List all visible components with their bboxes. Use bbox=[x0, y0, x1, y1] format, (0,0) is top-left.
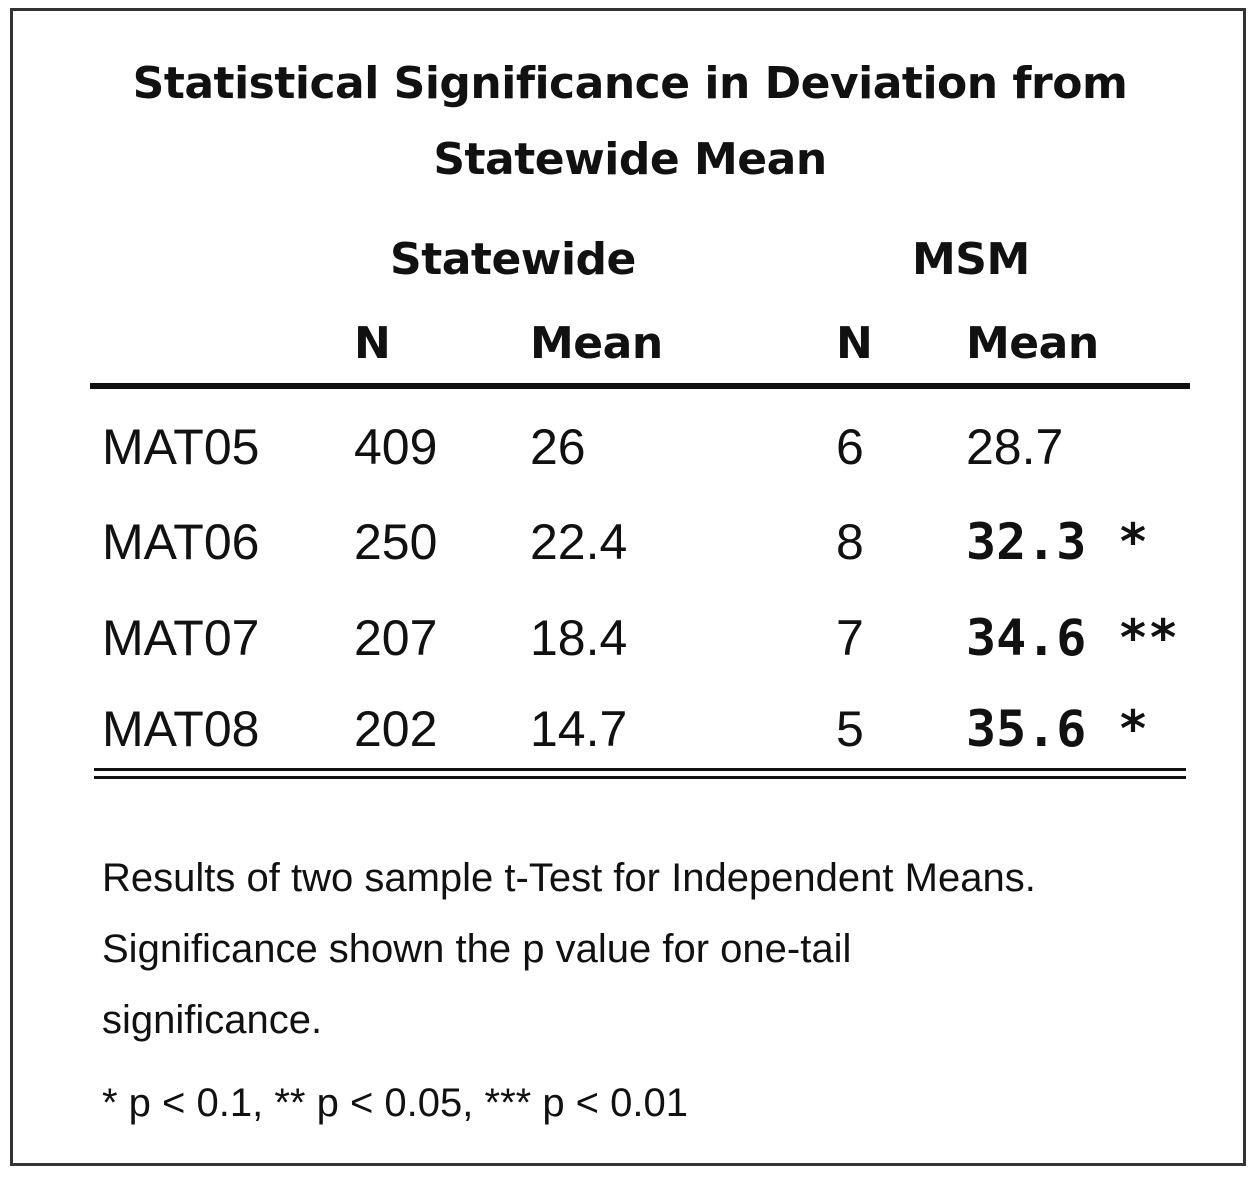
msm-mean-cell: 34.6 bbox=[966, 609, 1087, 667]
significance-stars: ** bbox=[1118, 609, 1179, 667]
row-label: MAT08 bbox=[102, 701, 260, 757]
table-frame bbox=[10, 8, 1246, 1166]
column-header-statewide-n: N bbox=[354, 318, 391, 369]
statewide-mean-cell: 26 bbox=[530, 419, 586, 475]
bottom-double-rule-lower bbox=[94, 776, 1186, 779]
msm-n-cell: 6 bbox=[836, 419, 864, 475]
statewide-mean-cell: 22.4 bbox=[530, 514, 628, 570]
msm-n-cell: 5 bbox=[836, 701, 864, 757]
row-label: MAT05 bbox=[102, 419, 260, 475]
statewide-n-cell: 202 bbox=[354, 701, 438, 757]
statewide-n-cell: 409 bbox=[354, 419, 438, 475]
significance-legend: * p < 0.1, ** p < 0.05, *** p < 0.01 bbox=[102, 1081, 688, 1125]
significance-stars: * bbox=[1118, 700, 1149, 758]
statewide-mean-cell: 14.7 bbox=[530, 701, 628, 757]
statewide-n-cell: 250 bbox=[354, 514, 438, 570]
msm-n-cell: 8 bbox=[836, 514, 864, 570]
footnote-line-1: Results of two sample t-Test for Indepen… bbox=[102, 856, 1036, 900]
table-title-line-2: Statewide Mean bbox=[433, 134, 827, 185]
row-label: MAT06 bbox=[102, 514, 260, 570]
column-header-msm-mean: Mean bbox=[966, 318, 1099, 369]
footnote-line-3: significance. bbox=[102, 998, 323, 1042]
table-title-line-1: Statistical Significance in Deviation fr… bbox=[132, 58, 1128, 109]
group-header-msm: MSM bbox=[912, 234, 1030, 285]
msm-mean-cell: 35.6 bbox=[966, 700, 1087, 758]
msm-mean-cell: 32.3 bbox=[966, 513, 1087, 571]
statewide-mean-cell: 18.4 bbox=[530, 610, 628, 666]
significance-stars: * bbox=[1118, 513, 1149, 571]
row-label: MAT07 bbox=[102, 610, 260, 666]
footnote-line-2: Significance shown the p value for one-t… bbox=[102, 927, 852, 971]
statewide-n-cell: 207 bbox=[354, 610, 438, 666]
msm-n-cell: 7 bbox=[836, 610, 864, 666]
column-header-msm-n: N bbox=[836, 318, 873, 369]
header-rule bbox=[90, 383, 1190, 389]
column-header-statewide-mean: Mean bbox=[530, 318, 663, 369]
bottom-double-rule-upper bbox=[94, 768, 1186, 771]
group-header-statewide: Statewide bbox=[390, 234, 636, 285]
msm-mean-cell: 28.7 bbox=[966, 419, 1064, 475]
